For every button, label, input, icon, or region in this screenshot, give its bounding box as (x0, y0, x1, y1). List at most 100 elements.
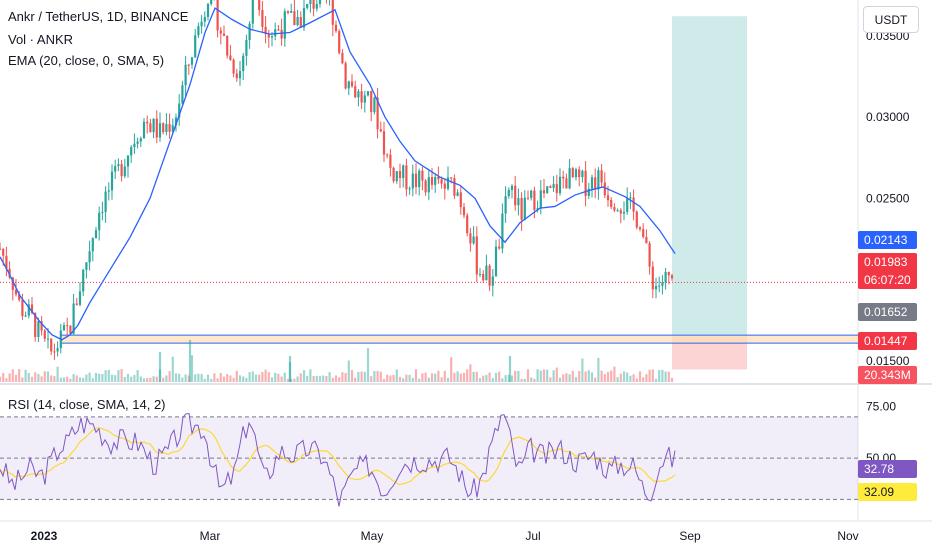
volume-bar (565, 373, 568, 382)
candle-body (430, 177, 434, 185)
candle-body (510, 185, 514, 190)
candle-body (299, 16, 302, 28)
candle-body (94, 230, 98, 239)
candle-body (638, 227, 642, 230)
candle-body (293, 11, 296, 26)
candle-body (91, 238, 94, 252)
volume-bar (594, 377, 597, 382)
volume-bar (661, 369, 664, 382)
volume-bar (318, 375, 322, 382)
volume-bar (188, 340, 192, 382)
volume-bar (603, 374, 606, 382)
volume-bar (197, 373, 200, 382)
candle-body (619, 210, 622, 214)
volume-bar (219, 373, 222, 382)
volume-bar (549, 377, 552, 382)
volume-bar (635, 378, 638, 382)
volume-bar (386, 374, 389, 382)
volume-bar (414, 369, 418, 382)
candle-body (507, 189, 510, 197)
volume-bar (30, 376, 34, 382)
volume-bar (165, 375, 168, 382)
volume-bar (501, 378, 504, 382)
volume-bar (405, 374, 408, 382)
candle-body (600, 170, 603, 183)
candle-body (539, 190, 542, 209)
ema-line (0, 7, 676, 341)
volume-bar (155, 376, 158, 382)
volume-bar (104, 370, 107, 382)
volume-bar (456, 371, 459, 382)
candle-body (533, 190, 536, 211)
volume-bar (514, 370, 517, 382)
candle-body (110, 171, 114, 191)
candle-body (318, 0, 322, 4)
candle-body (549, 186, 552, 188)
volume-bar (651, 369, 654, 382)
candle-body (261, 10, 264, 27)
candle-body (210, 0, 213, 4)
candle-body (21, 299, 24, 317)
candle-body (376, 97, 379, 130)
candle-body (0, 248, 2, 250)
volume-bar (114, 375, 117, 382)
volume-bar (427, 377, 430, 382)
volume-bar (338, 377, 341, 382)
candle-body (392, 167, 395, 182)
candle-body (360, 91, 363, 103)
volume-bar (632, 374, 635, 382)
candle-body (402, 165, 405, 179)
candle-body (181, 85, 184, 104)
volume-bar (590, 372, 594, 382)
currency-button[interactable]: USDT (863, 6, 919, 33)
candle-body (562, 176, 565, 179)
volume-bar (357, 371, 360, 382)
volume-bar (322, 375, 325, 382)
volume-bar (2, 373, 5, 382)
volume-bar (107, 369, 110, 382)
rsi-ma-value-tag: 32.09 (858, 483, 917, 501)
candle-body (50, 338, 53, 352)
bar-countdown: 06:07:20 (864, 273, 911, 287)
volume-bar (453, 372, 456, 382)
time-axis[interactable]: 2023 Mar May Jul Sep Nov (0, 520, 932, 543)
volume-bar (11, 369, 14, 382)
volume-bar (354, 377, 357, 382)
volume-bar (24, 369, 27, 382)
volume-bar (488, 372, 491, 382)
volume-bar (149, 377, 152, 382)
volume-bar (142, 378, 146, 382)
candle-body (245, 40, 248, 56)
volume-bar (8, 373, 11, 382)
volume-bar (370, 376, 373, 382)
candle-body (14, 289, 18, 295)
volume-bar (226, 374, 229, 382)
candle-body (290, 11, 293, 13)
candle-body (498, 246, 501, 249)
volume-bar (578, 370, 581, 382)
candle-body (238, 71, 242, 79)
volume-bar (88, 372, 91, 382)
candle-body (440, 179, 443, 184)
candle-body (219, 30, 222, 34)
volume-bar (101, 374, 104, 382)
candle-body (136, 141, 139, 144)
volume-bar (472, 371, 475, 382)
candle-body (366, 91, 370, 96)
candle-body (565, 178, 568, 189)
volume-bar (274, 372, 277, 382)
volume-bar (312, 376, 315, 382)
candle-body (354, 86, 357, 98)
candle-body (590, 177, 594, 189)
volume-bar (670, 377, 674, 382)
volume-bar (440, 377, 443, 382)
candle-body (542, 190, 546, 194)
candle-body (482, 274, 485, 281)
rsi-line (0, 413, 676, 507)
candle-body (267, 34, 270, 38)
candle-body (46, 338, 50, 340)
candle-body (472, 236, 475, 244)
